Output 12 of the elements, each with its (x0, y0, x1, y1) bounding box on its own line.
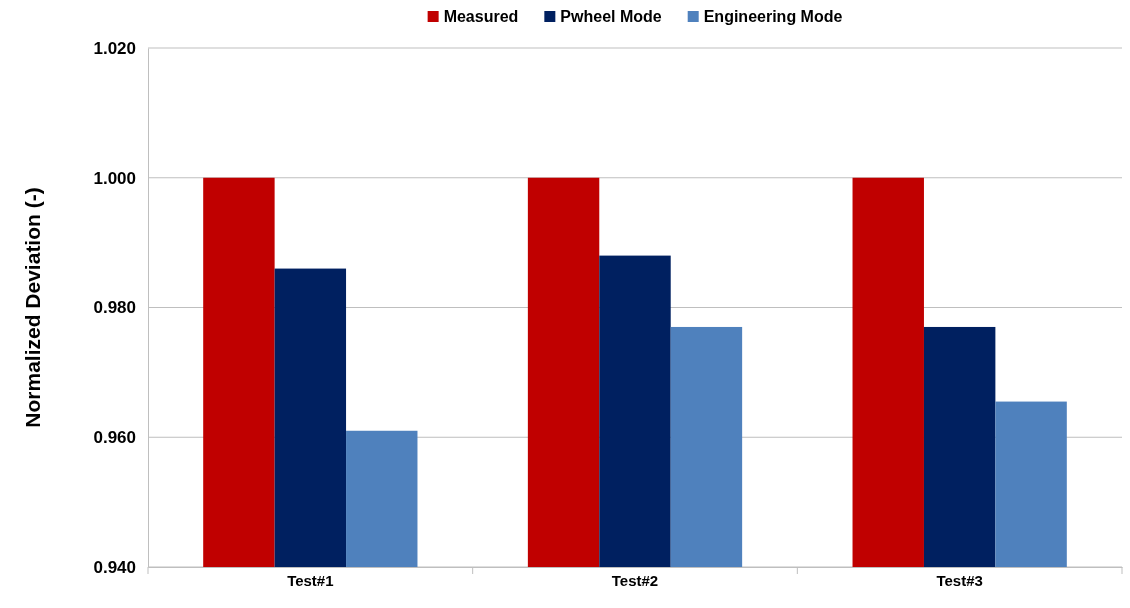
y-tick-label: 1.020 (93, 38, 136, 58)
legend-label: Measured (443, 8, 519, 25)
x-tick-label: Test#1 (287, 571, 334, 589)
legend-label: Pwheel Mode (560, 8, 662, 25)
y-tick-label: 0.940 (93, 557, 136, 577)
x-tick-label: Test#2 (611, 571, 659, 589)
y-tick-label: 0.980 (93, 298, 136, 318)
y-axis-title: Normalized Deviation (-) (21, 187, 44, 428)
y-tick-label: 1.000 (93, 168, 136, 188)
legend-label: Engineering Mode (703, 8, 843, 25)
x-tick-label: Test#3 (936, 571, 983, 589)
y-tick-label: 0.960 (93, 428, 136, 448)
